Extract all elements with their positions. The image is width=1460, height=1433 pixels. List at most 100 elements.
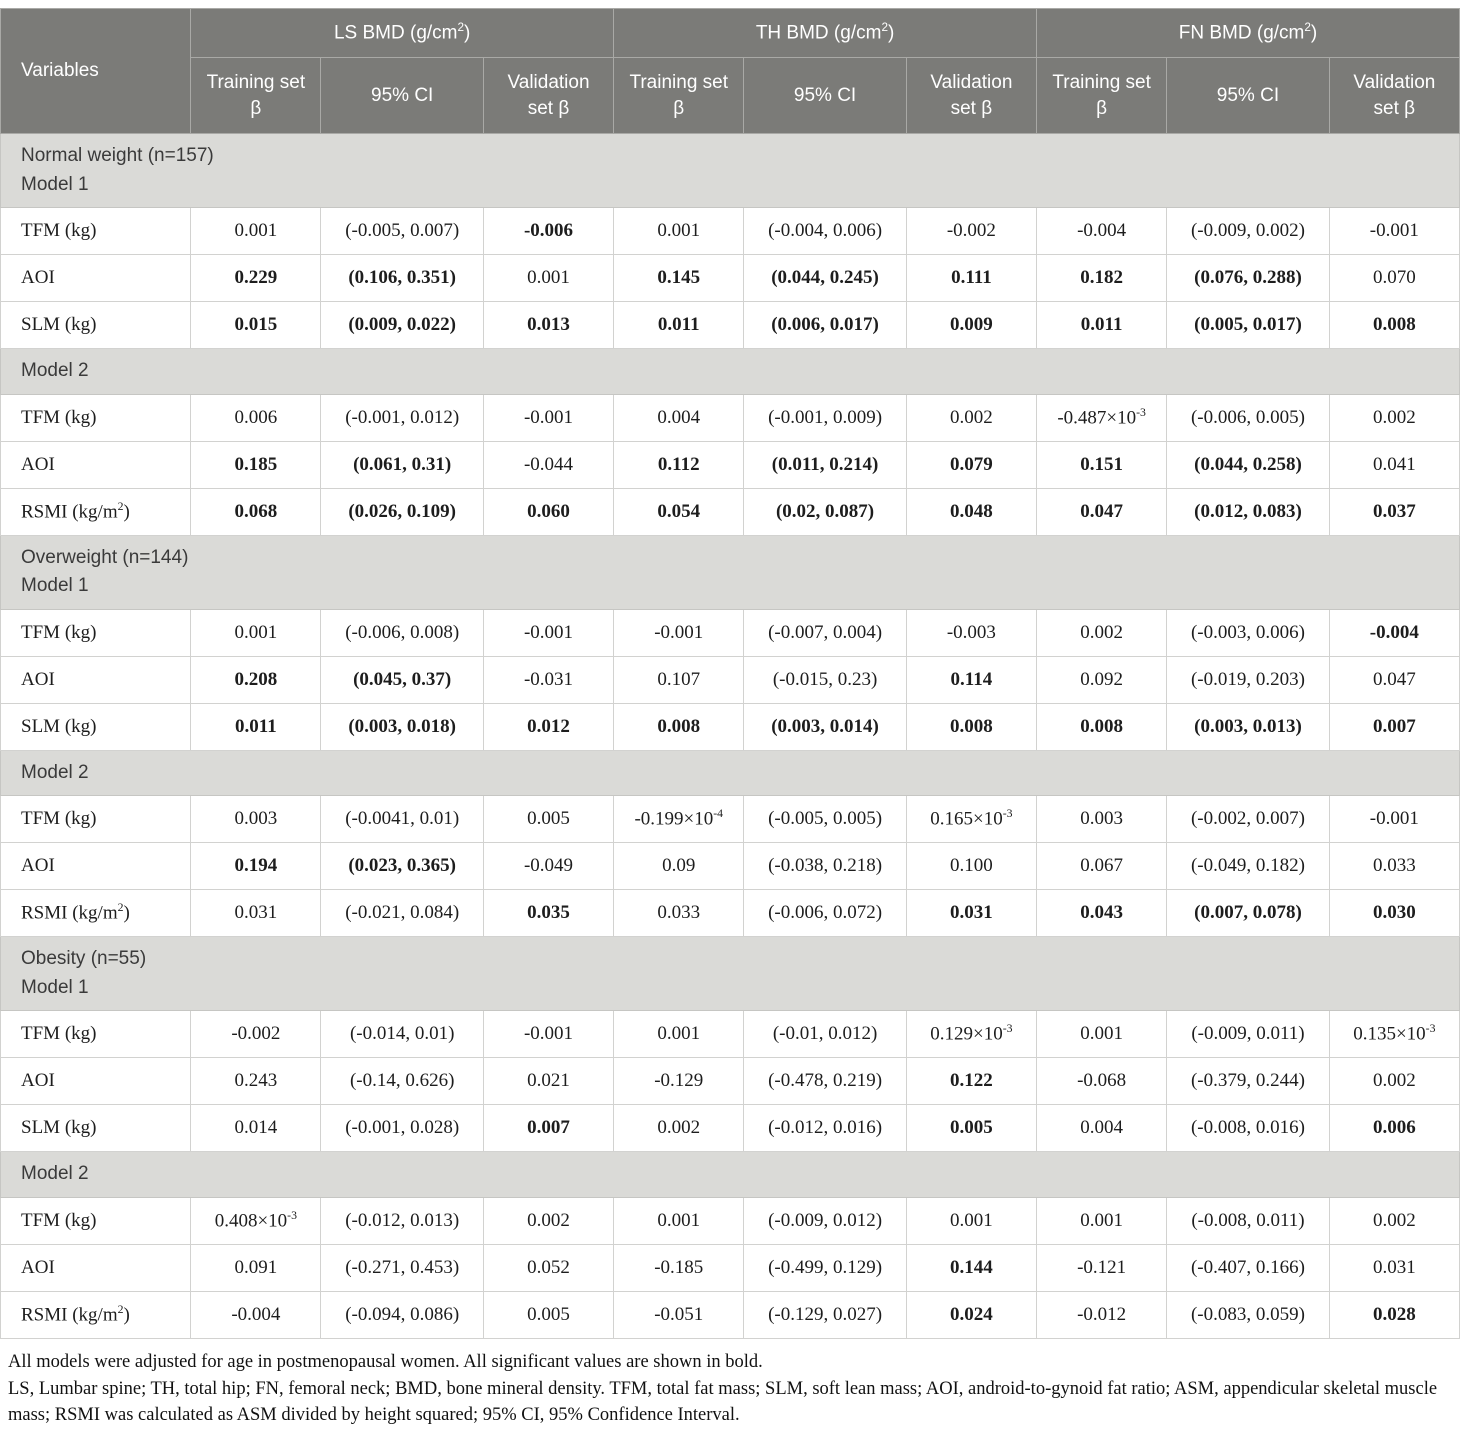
value-cell: (-0.009, 0.011) xyxy=(1167,1011,1329,1058)
value-cell: (-0.478, 0.219) xyxy=(744,1058,906,1105)
value-cell: 0.047 xyxy=(1329,656,1459,703)
value-cell: 0.047 xyxy=(1037,488,1167,535)
value-cell: -0.121 xyxy=(1037,1244,1167,1291)
value-cell: (0.003, 0.014) xyxy=(744,703,906,750)
variable-cell: AOI xyxy=(1,441,191,488)
variable-cell: TFM (kg) xyxy=(1,394,191,441)
value-cell: (-0.007, 0.004) xyxy=(744,609,906,656)
value-cell: 0.002 xyxy=(906,394,1036,441)
value-cell: 0.011 xyxy=(614,302,744,349)
value-cell: (-0.005, 0.005) xyxy=(744,796,906,843)
footnote-adjustment: All models were adjusted for age in post… xyxy=(8,1349,1452,1375)
value-cell: (-0.002, 0.007) xyxy=(1167,796,1329,843)
variables-header: Variables xyxy=(1,9,191,134)
value-cell: (-0.008, 0.011) xyxy=(1167,1197,1329,1244)
section-title: Overweight (n=144)Model 1 xyxy=(1,535,1460,609)
value-cell: 0.070 xyxy=(1329,255,1459,302)
value-cell: (0.005, 0.017) xyxy=(1167,302,1329,349)
value-cell: -0.129 xyxy=(614,1058,744,1105)
value-cell: (0.045, 0.37) xyxy=(321,656,483,703)
section-band-row: Overweight (n=144)Model 1 xyxy=(1,535,1460,609)
value-cell: (-0.003, 0.006) xyxy=(1167,609,1329,656)
value-cell: 0.111 xyxy=(906,255,1036,302)
value-cell: (-0.005, 0.007) xyxy=(321,208,483,255)
value-cell: -0.001 xyxy=(1329,796,1459,843)
subheader-fn-training: Training set β xyxy=(1037,58,1167,134)
value-cell: (-0.001, 0.009) xyxy=(744,394,906,441)
value-cell: -0.185 xyxy=(614,1244,744,1291)
variable-cell: TFM (kg) xyxy=(1,1197,191,1244)
value-cell: 0.001 xyxy=(614,208,744,255)
value-cell: 0.114 xyxy=(906,656,1036,703)
value-cell: (-0.012, 0.016) xyxy=(744,1105,906,1152)
value-cell: -0.001 xyxy=(483,394,613,441)
section-band-row: Model 2 xyxy=(1,750,1460,796)
value-cell: (0.011, 0.214) xyxy=(744,441,906,488)
value-cell: -0.031 xyxy=(483,656,613,703)
group-header-ls-bmd: LS BMD (g/cm2) xyxy=(191,9,614,58)
value-cell: (0.003, 0.018) xyxy=(321,703,483,750)
value-cell: 0.009 xyxy=(906,302,1036,349)
value-cell: (-0.083, 0.059) xyxy=(1167,1291,1329,1338)
subheader-fn-validation: Validation set β xyxy=(1329,58,1459,134)
value-cell: -0.004 xyxy=(1037,208,1167,255)
variable-cell: AOI xyxy=(1,843,191,890)
subheader-ls-validation: Validation set β xyxy=(483,58,613,134)
value-cell: 0.001 xyxy=(906,1197,1036,1244)
variable-cell: AOI xyxy=(1,1244,191,1291)
value-cell: 0.165×10-3 xyxy=(906,796,1036,843)
value-cell: 0.006 xyxy=(191,394,321,441)
variable-cell: RSMI (kg/m2) xyxy=(1,488,191,535)
variable-cell: SLM (kg) xyxy=(1,302,191,349)
value-cell: 0.002 xyxy=(483,1197,613,1244)
value-cell: (-0.049, 0.182) xyxy=(1167,843,1329,890)
value-cell: (0.012, 0.083) xyxy=(1167,488,1329,535)
value-cell: 0.003 xyxy=(191,796,321,843)
section-band-row: Model 2 xyxy=(1,1152,1460,1198)
group-header-th-bmd: TH BMD (g/cm2) xyxy=(614,9,1037,58)
value-cell: -0.004 xyxy=(1329,609,1459,656)
value-cell: 0.052 xyxy=(483,1244,613,1291)
subheader-ls-ci: 95% CI xyxy=(321,58,483,134)
value-cell: (0.076, 0.288) xyxy=(1167,255,1329,302)
value-cell: 0.005 xyxy=(483,1291,613,1338)
value-cell: -0.001 xyxy=(483,609,613,656)
value-cell: (0.006, 0.017) xyxy=(744,302,906,349)
value-cell: (0.044, 0.245) xyxy=(744,255,906,302)
value-cell: 0.408×10-3 xyxy=(191,1197,321,1244)
subheader-th-training: Training set β xyxy=(614,58,744,134)
value-cell: (-0.094, 0.086) xyxy=(321,1291,483,1338)
value-cell: (-0.004, 0.006) xyxy=(744,208,906,255)
section-band-row: Normal weight (n=157)Model 1 xyxy=(1,134,1460,208)
value-cell: 0.037 xyxy=(1329,488,1459,535)
value-cell: -0.002 xyxy=(191,1011,321,1058)
value-cell: (0.009, 0.022) xyxy=(321,302,483,349)
value-cell: 0.004 xyxy=(614,394,744,441)
value-cell: 0.033 xyxy=(1329,843,1459,890)
value-cell: -0.487×10-3 xyxy=(1037,394,1167,441)
value-cell: (-0.001, 0.012) xyxy=(321,394,483,441)
value-cell: (-0.001, 0.028) xyxy=(321,1105,483,1152)
value-cell: 0.144 xyxy=(906,1244,1036,1291)
value-cell: 0.008 xyxy=(614,703,744,750)
variable-cell: RSMI (kg/m2) xyxy=(1,890,191,937)
value-cell: 0.007 xyxy=(1329,703,1459,750)
subheader-fn-ci: 95% CI xyxy=(1167,58,1329,134)
value-cell: (-0.009, 0.002) xyxy=(1167,208,1329,255)
value-cell: 0.031 xyxy=(1329,1244,1459,1291)
value-cell: 0.107 xyxy=(614,656,744,703)
value-cell: 0.194 xyxy=(191,843,321,890)
value-cell: 0.003 xyxy=(1037,796,1167,843)
section-title: Normal weight (n=157)Model 1 xyxy=(1,134,1460,208)
value-cell: 0.013 xyxy=(483,302,613,349)
value-cell: 0.145 xyxy=(614,255,744,302)
